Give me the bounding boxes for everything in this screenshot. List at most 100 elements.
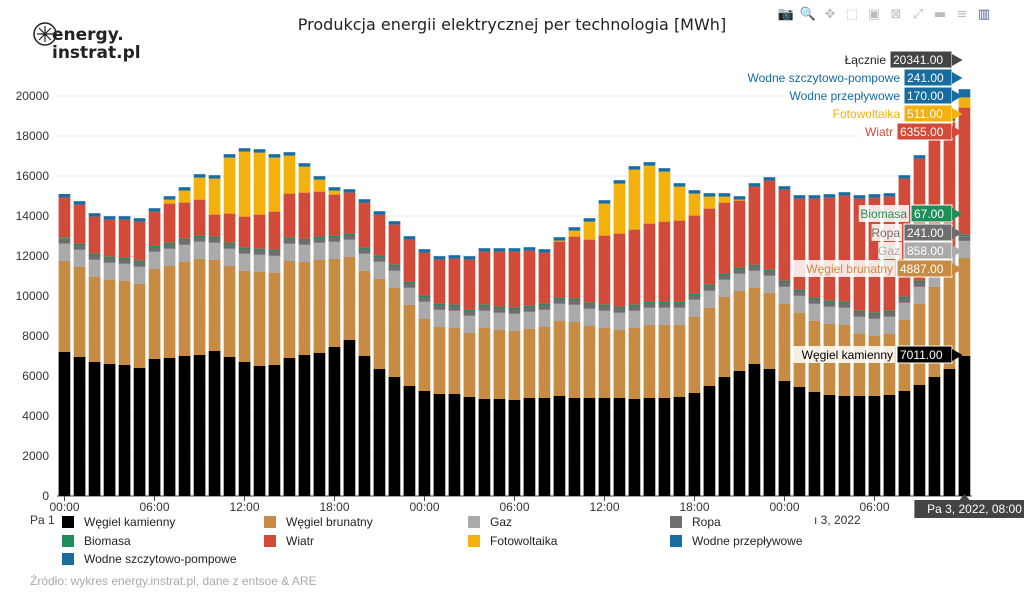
bar-segment[interactable] bbox=[838, 195, 851, 302]
bar-segment[interactable] bbox=[388, 288, 401, 377]
bar-segment[interactable] bbox=[673, 325, 686, 397]
bar-segment[interactable] bbox=[658, 398, 671, 496]
bar-segment[interactable] bbox=[688, 317, 701, 393]
bar-segment[interactable] bbox=[643, 223, 656, 302]
legend-label[interactable]: Wiatr bbox=[286, 534, 314, 548]
bar-segment[interactable] bbox=[373, 255, 386, 257]
bar-segment[interactable] bbox=[88, 277, 101, 362]
bar-segment[interactable] bbox=[703, 386, 716, 496]
legend-swatch[interactable] bbox=[264, 516, 276, 528]
bar-segment[interactable] bbox=[928, 287, 941, 377]
bar-segment[interactable] bbox=[823, 194, 836, 198]
bar-segment[interactable] bbox=[373, 214, 386, 256]
bar-segment[interactable] bbox=[523, 311, 536, 329]
bar-segment[interactable] bbox=[688, 215, 701, 294]
bar-segment[interactable] bbox=[778, 304, 791, 381]
bar-segment[interactable] bbox=[673, 183, 686, 187]
bar-segment[interactable] bbox=[808, 198, 821, 298]
bar-segment[interactable] bbox=[853, 396, 866, 496]
bar-segment[interactable] bbox=[628, 399, 641, 496]
bar-segment[interactable] bbox=[343, 257, 356, 340]
bar-segment[interactable] bbox=[163, 244, 176, 249]
bar-segment[interactable] bbox=[418, 295, 431, 297]
bar-segment[interactable] bbox=[343, 235, 356, 240]
bar-segment[interactable] bbox=[133, 368, 146, 496]
bar-segment[interactable] bbox=[568, 322, 581, 398]
bar-segment[interactable] bbox=[163, 358, 176, 496]
bar-segment[interactable] bbox=[733, 291, 746, 371]
bar-segment[interactable] bbox=[88, 253, 101, 255]
bar-segment[interactable] bbox=[73, 243, 86, 245]
bar-segment[interactable] bbox=[178, 238, 191, 240]
bar-segment[interactable] bbox=[718, 273, 731, 275]
legend-swatch[interactable] bbox=[264, 535, 276, 547]
bar-segment[interactable] bbox=[493, 308, 506, 313]
bar-segment[interactable] bbox=[598, 398, 611, 496]
bar-segment[interactable] bbox=[883, 395, 896, 496]
bar-segment[interactable] bbox=[613, 330, 626, 398]
bar-segment[interactable] bbox=[298, 262, 311, 355]
bar-segment[interactable] bbox=[643, 325, 656, 398]
bar-segment[interactable] bbox=[133, 260, 146, 262]
bar-segment[interactable] bbox=[73, 249, 86, 267]
bar-segment[interactable] bbox=[148, 251, 161, 269]
bar-segment[interactable] bbox=[403, 283, 416, 288]
bar-segment[interactable] bbox=[208, 236, 221, 238]
bar-segment[interactable] bbox=[208, 214, 221, 237]
bar-segment[interactable] bbox=[763, 177, 776, 181]
bar-segment[interactable] bbox=[703, 196, 716, 209]
bar-segment[interactable] bbox=[463, 333, 476, 397]
bar-segment[interactable] bbox=[178, 190, 191, 203]
bar-segment[interactable] bbox=[568, 230, 581, 237]
bar-segment[interactable] bbox=[853, 312, 866, 317]
bar-segment[interactable] bbox=[868, 312, 881, 314]
bar-segment[interactable] bbox=[523, 305, 536, 307]
bar-segment[interactable] bbox=[373, 261, 386, 279]
bar-segment[interactable] bbox=[928, 140, 941, 264]
bar-segment[interactable] bbox=[253, 272, 266, 366]
bar-segment[interactable] bbox=[898, 298, 911, 303]
bar-segment[interactable] bbox=[328, 347, 341, 496]
bar-segment[interactable] bbox=[103, 364, 116, 496]
bar-segment[interactable] bbox=[493, 312, 506, 330]
bar-segment[interactable] bbox=[238, 148, 251, 152]
bar-segment[interactable] bbox=[838, 303, 851, 308]
bar-segment[interactable] bbox=[433, 327, 446, 394]
bar-segment[interactable] bbox=[88, 362, 101, 496]
bar-segment[interactable] bbox=[808, 392, 821, 496]
bar-segment[interactable] bbox=[238, 253, 251, 271]
bar-segment[interactable] bbox=[58, 197, 71, 238]
legend-label[interactable]: Gaz bbox=[490, 515, 512, 529]
bar-segment[interactable] bbox=[103, 280, 116, 364]
bar-segment[interactable] bbox=[913, 280, 926, 282]
bar-segment[interactable] bbox=[523, 247, 536, 251]
bar-segment[interactable] bbox=[898, 296, 911, 298]
bar-segment[interactable] bbox=[898, 391, 911, 496]
bar-segment[interactable] bbox=[883, 334, 896, 395]
bar-segment[interactable] bbox=[58, 352, 71, 496]
bar-segment[interactable] bbox=[538, 249, 551, 253]
bar-segment[interactable] bbox=[118, 219, 131, 258]
bar-segment[interactable] bbox=[328, 190, 341, 195]
legend-label[interactable]: Fotowoltaika bbox=[490, 534, 558, 548]
bar-segment[interactable] bbox=[748, 183, 761, 187]
bar-segment[interactable] bbox=[583, 302, 596, 304]
bar-segment[interactable] bbox=[583, 304, 596, 309]
bar-segment[interactable] bbox=[133, 221, 146, 261]
bar-segment[interactable] bbox=[268, 249, 281, 251]
bar-segment[interactable] bbox=[223, 213, 236, 243]
bar-segment[interactable] bbox=[943, 272, 956, 369]
bar-segment[interactable] bbox=[358, 249, 371, 254]
bar-segment[interactable] bbox=[583, 308, 596, 326]
bar-segment[interactable] bbox=[208, 242, 221, 260]
bar-segment[interactable] bbox=[193, 259, 206, 355]
bar-segment[interactable] bbox=[418, 391, 431, 496]
bar-segment[interactable] bbox=[538, 309, 551, 327]
bar-segment[interactable] bbox=[433, 394, 446, 496]
bar-segment[interactable] bbox=[418, 301, 431, 319]
bar-segment[interactable] bbox=[598, 203, 611, 236]
bar-segment[interactable] bbox=[868, 314, 881, 319]
bar-segment[interactable] bbox=[868, 318, 881, 336]
bar-segment[interactable] bbox=[763, 269, 776, 271]
bar-segment[interactable] bbox=[403, 236, 416, 240]
